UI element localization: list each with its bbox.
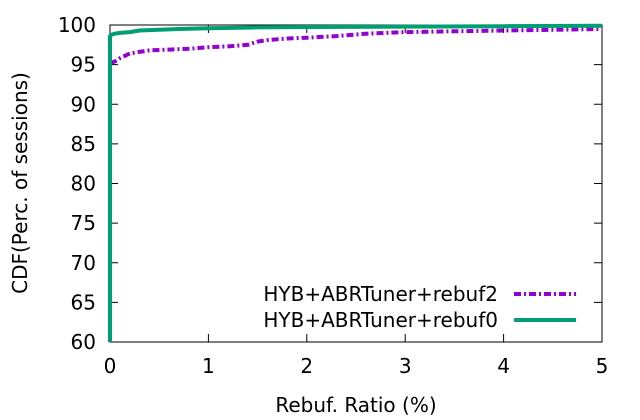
series-layer <box>108 23 603 342</box>
y-axis-label: CDF(Perc. of sessions) <box>8 72 32 294</box>
series-line-hyb-abrtuner-rebuf2 <box>109 27 603 65</box>
legend-entry-label: HYB+ABRTuner+rebuf2 <box>263 282 498 306</box>
x-tick-label: 3 <box>399 354 412 378</box>
y-tick-label: 70 <box>71 251 96 275</box>
y-tick-label: 100 <box>58 13 96 37</box>
y-tick-label: 95 <box>71 53 96 77</box>
y-tick-label: 85 <box>71 132 96 156</box>
y-axis-ticks: 60 65 70 75 80 85 90 95 100 <box>58 13 602 354</box>
x-tick-label: 5 <box>596 354 609 378</box>
x-tick-label: 4 <box>497 354 510 378</box>
y-tick-label: 65 <box>71 290 96 314</box>
y-tick-label: 60 <box>71 330 96 354</box>
x-tick-label: 2 <box>300 354 313 378</box>
x-tick-label: 1 <box>202 354 215 378</box>
y-tick-label: 75 <box>71 211 96 235</box>
legend-entry-label: HYB+ABRTuner+rebuf0 <box>263 308 498 332</box>
y-tick-label: 90 <box>71 92 96 116</box>
y-tick-label: 80 <box>71 172 96 196</box>
series-line-hyb-abrtuner-rebuf0 <box>108 23 603 342</box>
x-axis-ticks: 0 1 2 3 4 5 <box>104 25 609 378</box>
x-axis-label: Rebuf. Ratio (%) <box>275 393 436 417</box>
x-tick-label: 0 <box>104 354 117 378</box>
